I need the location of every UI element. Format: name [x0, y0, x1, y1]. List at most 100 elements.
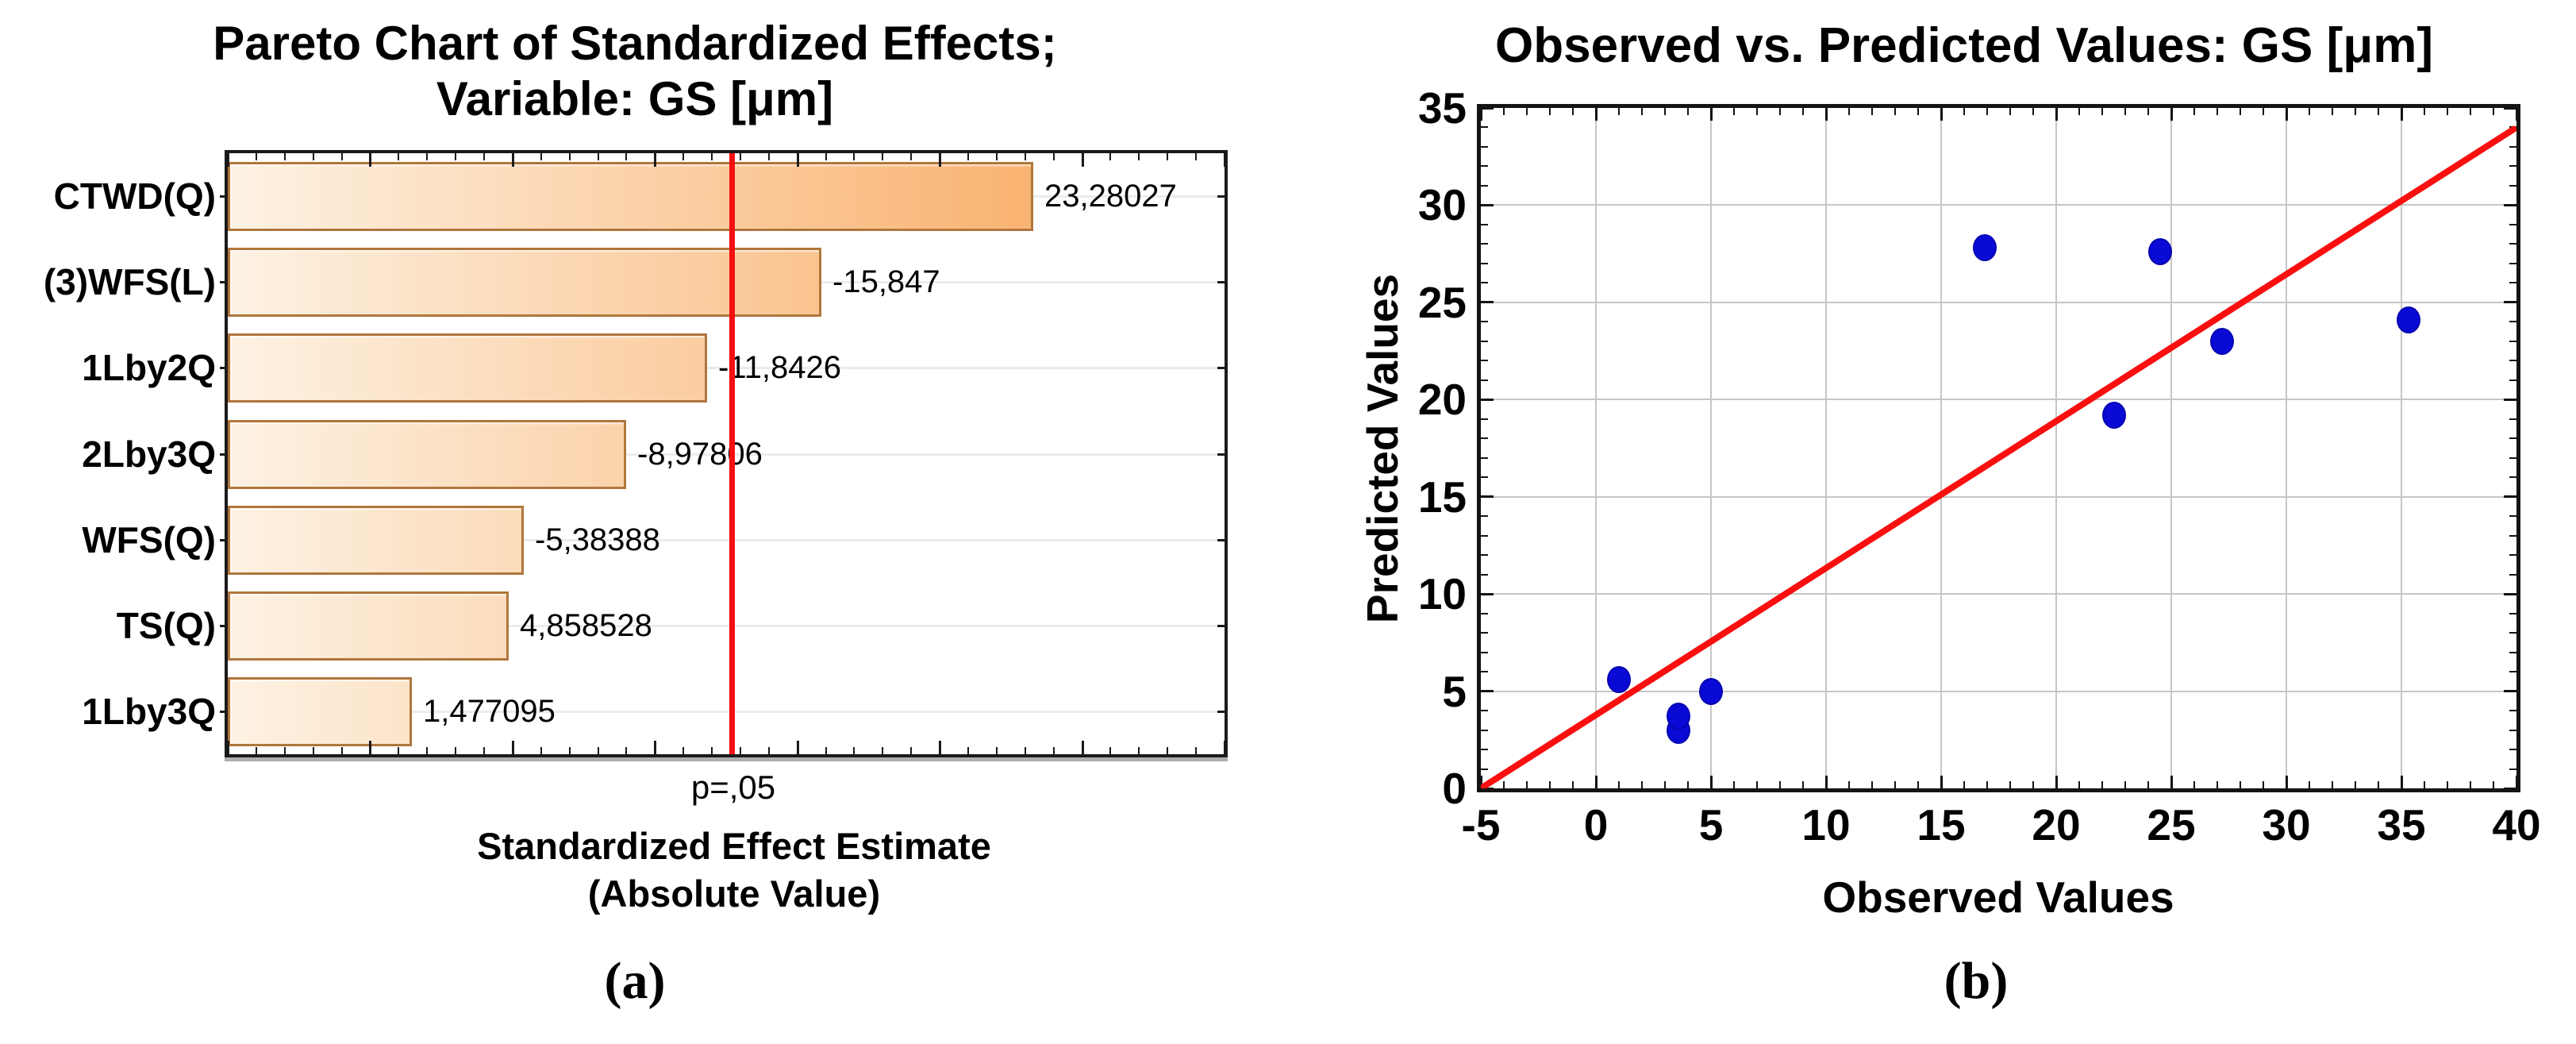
right-frame-tick [1217, 453, 1225, 456]
x-tick [1756, 781, 1758, 788]
x-tick [1917, 781, 1919, 788]
x-axis-tick [540, 747, 542, 754]
x-axis-tick [1053, 747, 1055, 754]
pareto-x-axis-title-line2: (Absolute Value) [587, 873, 881, 915]
x-axis-tick [569, 747, 571, 754]
scatter-chart-title: Observed vs. Predicted Values: GS [μm] [1495, 18, 2433, 73]
fit-line [1481, 125, 2516, 788]
y-tick [1481, 126, 1488, 129]
horizontal-gridline [1481, 399, 2516, 401]
pareto-x-axis-title: Standardized Effect Estimate (Absolute V… [477, 822, 991, 918]
y-tick [1481, 534, 1488, 537]
vertical-gridline [1710, 108, 1712, 788]
x-tick [1824, 108, 1828, 121]
y-tick [1481, 554, 1488, 557]
x-tick [1940, 776, 1943, 788]
x-axis-tick [455, 153, 456, 160]
x-axis-tick [796, 741, 799, 754]
x-tick [2124, 108, 2126, 115]
x-tick [1986, 108, 1988, 115]
y-tick-label: 25 [1417, 277, 1467, 327]
x-tick [1848, 108, 1850, 115]
x-tick [2170, 776, 2173, 788]
x-tick [1641, 781, 1643, 788]
category-label: 1Lby2Q [82, 347, 216, 388]
x-axis-tick [256, 747, 257, 754]
x-tick-label: 15 [1917, 800, 1966, 849]
horizontal-gridline [1481, 301, 2516, 303]
x-tick [2355, 108, 2356, 115]
x-tick [2009, 108, 2011, 115]
right-frame-tick [1217, 195, 1225, 198]
y-tick [2509, 612, 2516, 614]
x-axis-tick [910, 153, 912, 160]
x-tick [1733, 781, 1735, 788]
x-tick-label: -5 [1461, 800, 1501, 849]
x-tick-label: 0 [1583, 800, 1609, 849]
x-axis-tick [711, 153, 713, 160]
pareto-bar [228, 419, 626, 489]
x-axis-tick [996, 153, 998, 160]
x-tick [1986, 781, 1988, 788]
y-tick [1481, 398, 1494, 401]
y-tick [2509, 379, 2516, 381]
row-gridline [228, 711, 1225, 713]
subfigure-a-caption: (a) [604, 952, 666, 1010]
x-tick [2147, 108, 2149, 115]
x-tick [2285, 108, 2288, 121]
vertical-gridline [1595, 108, 1597, 788]
x-tick [2240, 108, 2241, 115]
pareto-x-axis-title-line1: Standardized Effect Estimate [477, 825, 991, 867]
x-tick [2193, 108, 2195, 115]
x-tick [2263, 108, 2264, 115]
x-axis-tick [1025, 153, 1026, 160]
y-tick [2504, 787, 2516, 788]
right-frame-tick [1217, 367, 1225, 369]
x-axis-tick [882, 153, 883, 160]
horizontal-gridline [1481, 690, 2516, 692]
vertical-gridline [2401, 108, 2402, 788]
left-frame-tick [220, 625, 228, 627]
y-tick [1481, 340, 1488, 342]
pareto-title-line2: Variable: GS [μm] [436, 72, 834, 125]
x-tick [1687, 781, 1689, 788]
x-tick [1526, 781, 1528, 788]
y-tick [1481, 729, 1488, 731]
y-tick [2509, 418, 2516, 420]
x-tick [1526, 108, 1528, 115]
x-axis-tick [711, 747, 713, 754]
x-tick [1779, 108, 1781, 115]
x-tick [1503, 108, 1505, 115]
x-tick [2493, 108, 2494, 115]
scatter-x-axis-label: Observed Values [1822, 873, 2174, 922]
row-gridline [228, 453, 1225, 456]
y-tick [2504, 108, 2516, 110]
x-axis-tick [996, 747, 998, 754]
x-axis-tick [1223, 741, 1225, 754]
y-tick [1481, 690, 1494, 693]
x-tick [2332, 781, 2333, 788]
x-tick [2193, 781, 2195, 788]
y-tick [1481, 671, 1488, 673]
x-tick [2378, 108, 2379, 115]
x-axis-tick [910, 747, 912, 754]
x-axis-tick [455, 747, 456, 754]
x-axis-tick [625, 747, 627, 754]
x-tick [2400, 108, 2403, 121]
x-tick [2378, 781, 2379, 788]
bar-value-label: -11,8426 [718, 350, 841, 385]
y-tick-label: 15 [1417, 472, 1467, 522]
y-tick-label: 20 [1417, 375, 1467, 425]
x-tick [2332, 108, 2333, 115]
category-label: 1Lby3Q [82, 691, 216, 732]
x-tick [1481, 776, 1482, 788]
bar-value-label: -8,97806 [637, 437, 763, 472]
category-label: CTWD(Q) [53, 175, 216, 217]
x-tick [1594, 108, 1598, 121]
y-tick-label: 5 [1442, 666, 1467, 716]
pareto-bar [228, 247, 821, 317]
x-tick [2493, 781, 2494, 788]
x-tick [1503, 781, 1505, 788]
y-tick [1481, 495, 1494, 499]
